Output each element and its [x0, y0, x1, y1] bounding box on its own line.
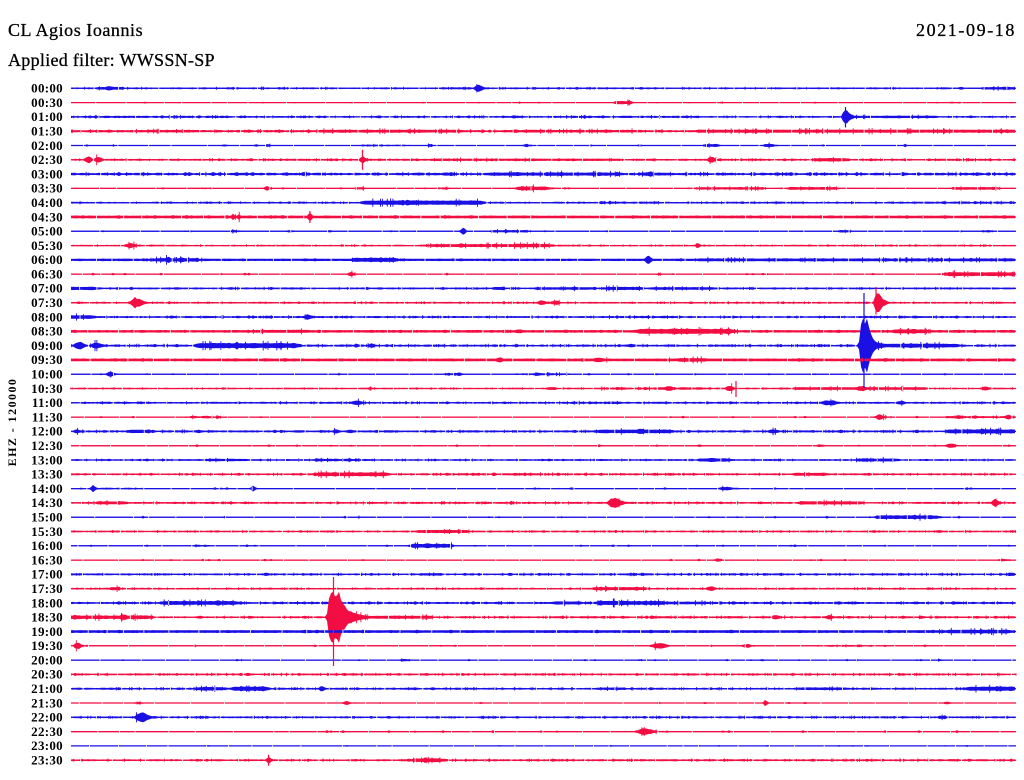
svg-text:09:00: 09:00: [31, 338, 63, 353]
svg-text:14:00: 14:00: [31, 481, 63, 496]
svg-text:16:00: 16:00: [31, 538, 63, 553]
svg-text:19:00: 19:00: [31, 624, 63, 639]
svg-text:01:00: 01:00: [31, 109, 63, 124]
svg-text:02:30: 02:30: [31, 152, 63, 167]
svg-text:00:00: 00:00: [31, 81, 63, 96]
svg-text:Applied filter: WWSSN-SP: Applied filter: WWSSN-SP: [8, 50, 215, 70]
svg-text:23:00: 23:00: [31, 738, 63, 753]
svg-text:02:00: 02:00: [31, 138, 63, 153]
svg-text:21:30: 21:30: [31, 695, 63, 710]
svg-text:03:30: 03:30: [31, 181, 63, 196]
svg-text:14:30: 14:30: [31, 495, 63, 510]
svg-text:10:30: 10:30: [31, 381, 63, 396]
svg-text:03:00: 03:00: [31, 166, 63, 181]
svg-text:16:30: 16:30: [31, 552, 63, 567]
svg-text:21:00: 21:00: [31, 681, 63, 696]
svg-text:15:00: 15:00: [31, 510, 63, 525]
svg-text:04:30: 04:30: [31, 209, 63, 224]
svg-text:13:30: 13:30: [31, 467, 63, 482]
svg-text:10:00: 10:00: [31, 367, 63, 382]
svg-text:13:00: 13:00: [31, 452, 63, 467]
svg-text:07:00: 07:00: [31, 281, 63, 296]
svg-text:00:30: 00:30: [31, 95, 63, 110]
svg-text:05:00: 05:00: [31, 224, 63, 239]
svg-text:20:00: 20:00: [31, 652, 63, 667]
svg-text:18:00: 18:00: [31, 595, 63, 610]
svg-text:18:30: 18:30: [31, 610, 63, 625]
svg-text:19:30: 19:30: [31, 638, 63, 653]
svg-text:17:00: 17:00: [31, 567, 63, 582]
svg-text:07:30: 07:30: [31, 295, 63, 310]
svg-text:CL Agios Ioannis: CL Agios Ioannis: [8, 20, 143, 40]
svg-text:2021-09-18: 2021-09-18: [916, 20, 1016, 40]
svg-text:15:30: 15:30: [31, 524, 63, 539]
svg-text:17:30: 17:30: [31, 581, 63, 596]
svg-text:12:00: 12:00: [31, 424, 63, 439]
svg-text:11:30: 11:30: [32, 409, 63, 424]
svg-text:01:30: 01:30: [31, 124, 63, 139]
svg-text:12:30: 12:30: [31, 438, 63, 453]
svg-text:08:00: 08:00: [31, 309, 63, 324]
svg-text:06:00: 06:00: [31, 252, 63, 267]
svg-text:05:30: 05:30: [31, 238, 63, 253]
svg-text:22:30: 22:30: [31, 724, 63, 739]
svg-text:06:30: 06:30: [31, 266, 63, 281]
svg-text:22:00: 22:00: [31, 710, 63, 725]
svg-text:09:30: 09:30: [31, 352, 63, 367]
svg-text:11:00: 11:00: [32, 395, 63, 410]
svg-text:EHZ - 120000: EHZ - 120000: [5, 378, 19, 467]
svg-text:04:00: 04:00: [31, 195, 63, 210]
svg-text:08:30: 08:30: [31, 324, 63, 339]
svg-text:23:30: 23:30: [31, 753, 63, 768]
svg-text:20:30: 20:30: [31, 667, 63, 682]
